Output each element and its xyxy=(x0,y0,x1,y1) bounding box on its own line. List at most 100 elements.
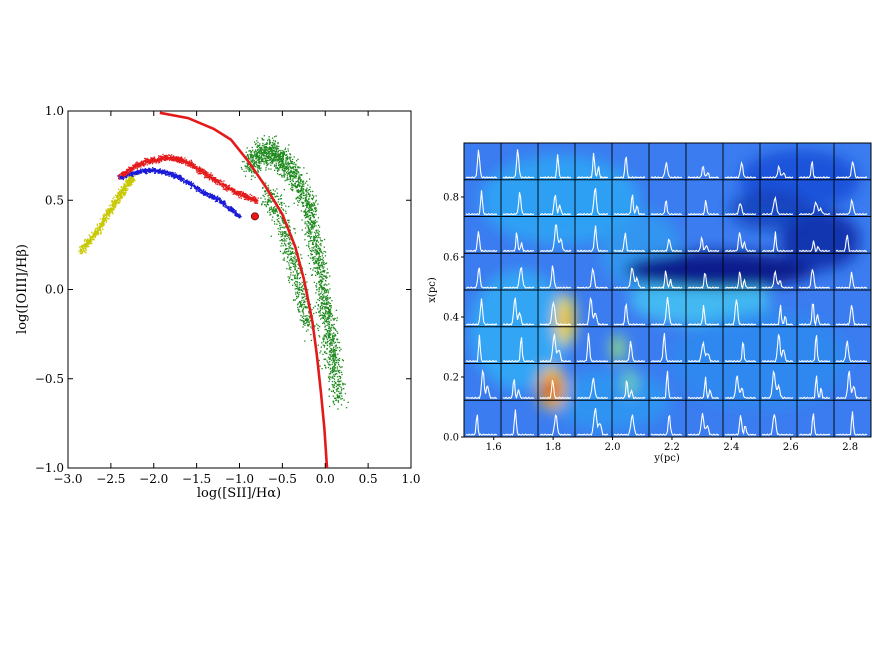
scatter-point xyxy=(85,245,87,248)
scatter-point xyxy=(326,276,328,279)
data-point xyxy=(204,191,207,195)
scatter-point xyxy=(200,168,203,171)
scatter-point xyxy=(127,173,130,175)
scatter-point xyxy=(338,372,340,374)
scatter-point xyxy=(334,353,336,355)
scatter-point xyxy=(156,160,159,162)
scatter-point xyxy=(323,287,325,290)
scatter-point xyxy=(281,219,283,221)
scatter-point xyxy=(193,165,195,167)
scatter-point xyxy=(332,384,334,386)
scatter-point xyxy=(165,159,167,162)
scatter-point xyxy=(324,365,326,367)
scatter-point xyxy=(270,208,272,211)
scatter-point xyxy=(281,166,284,168)
scatter-point xyxy=(258,154,261,157)
scatter-point xyxy=(272,146,274,148)
scatter-point xyxy=(283,189,285,191)
scatter-point xyxy=(301,299,303,302)
scatter-point xyxy=(216,199,218,201)
scatter-point xyxy=(329,327,331,330)
scatter-point xyxy=(174,172,176,174)
scatter-point xyxy=(294,264,297,266)
scatter-point xyxy=(336,368,339,370)
scatter-point xyxy=(330,312,332,314)
scatter-point xyxy=(275,152,277,154)
scatter-point xyxy=(292,165,294,168)
scatter-point xyxy=(303,192,305,194)
scatter-point xyxy=(236,214,238,216)
scatter-point xyxy=(345,407,348,409)
scatter-point xyxy=(294,282,296,284)
scatter-point xyxy=(315,195,317,197)
scatter-point xyxy=(288,163,290,165)
scatter-point xyxy=(82,251,84,253)
scatter-point xyxy=(254,202,256,204)
scatter-point xyxy=(341,359,344,361)
scatter-point xyxy=(248,158,250,160)
scatter-point xyxy=(324,288,326,290)
scatter-point xyxy=(112,197,114,200)
scatter-point xyxy=(152,167,154,169)
scatter-point xyxy=(216,181,218,183)
scatter-point xyxy=(288,221,290,224)
scatter-point xyxy=(275,162,277,164)
scatter-point xyxy=(174,174,177,176)
scatter-point xyxy=(265,167,267,169)
scatter-point xyxy=(168,154,170,156)
scatter-point xyxy=(251,151,253,153)
scatter-point xyxy=(173,158,175,161)
scatter-point xyxy=(312,256,314,258)
scatter-point xyxy=(125,184,127,186)
scatter-point xyxy=(133,164,135,166)
scatter-point xyxy=(280,224,282,226)
data-point xyxy=(195,166,198,170)
scatter-point xyxy=(271,152,273,154)
scatter-point xyxy=(226,188,228,190)
scatter-point xyxy=(334,373,336,376)
scatter-point xyxy=(304,239,306,241)
scatter-point xyxy=(323,270,326,272)
scatter-point xyxy=(327,314,329,316)
scatter-point xyxy=(267,199,269,201)
scatter-point xyxy=(85,252,87,254)
scatter-point xyxy=(127,179,129,181)
scatter-point xyxy=(123,195,125,197)
scatter-point xyxy=(255,161,257,163)
scatter-point xyxy=(310,228,313,230)
scatter-point xyxy=(314,231,316,234)
scatter-point xyxy=(108,209,111,211)
scatter-point xyxy=(266,203,269,206)
scatter-point xyxy=(297,277,299,280)
scatter-point xyxy=(275,209,278,211)
scatter-point xyxy=(329,288,331,290)
scatter-point xyxy=(310,220,313,223)
scatter-point xyxy=(126,175,129,177)
scatter-point xyxy=(292,274,294,276)
scatter-point xyxy=(308,262,310,265)
scatter-point xyxy=(291,251,293,254)
scatter-point xyxy=(322,317,325,319)
scatter-point xyxy=(128,177,130,179)
scatter-point xyxy=(252,175,254,177)
scatter-point xyxy=(315,234,317,237)
scatter-point xyxy=(148,160,150,162)
scatter-point xyxy=(143,162,145,164)
scatter-point xyxy=(328,310,330,312)
scatter-point xyxy=(282,226,284,228)
scatter-point xyxy=(117,175,119,177)
scatter-point xyxy=(277,220,279,223)
data-point xyxy=(116,195,119,198)
scatter-point xyxy=(249,198,251,200)
scatter-point xyxy=(322,300,324,302)
scatter-point xyxy=(298,177,300,179)
scatter-point xyxy=(119,199,121,202)
scatter-point xyxy=(166,170,168,172)
scatter-point xyxy=(267,211,269,213)
scatter-point xyxy=(136,168,138,170)
scatter-point xyxy=(327,330,329,332)
scatter-point xyxy=(203,171,205,173)
scatter-point xyxy=(260,146,262,148)
scatter-point xyxy=(85,249,87,251)
scatter-point xyxy=(166,156,168,159)
